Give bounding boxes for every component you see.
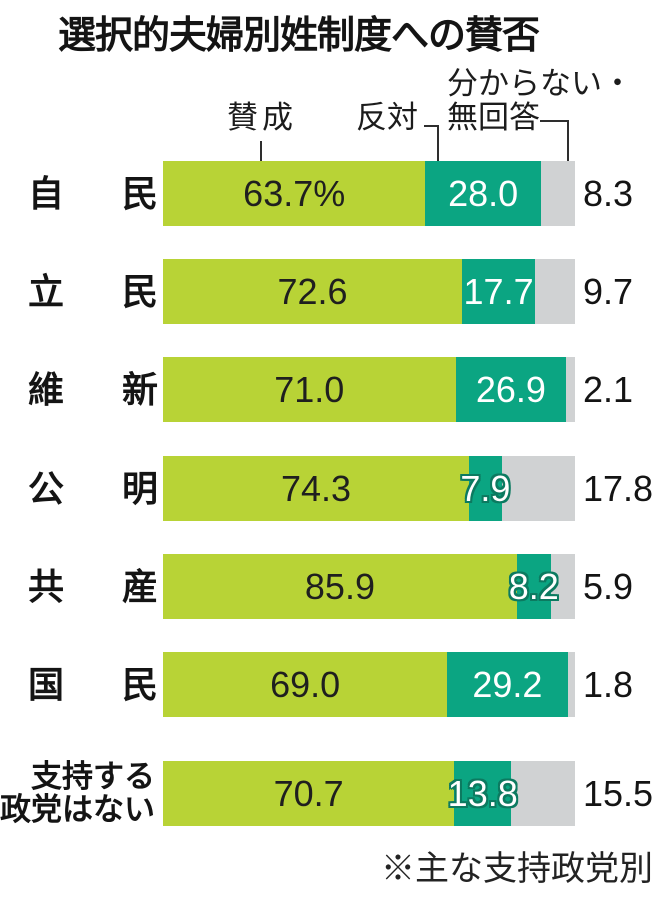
- outside-value-label: 15.5: [583, 772, 654, 814]
- category-label-char: 明: [121, 467, 158, 509]
- leader-line-unknown-vertical: [567, 120, 569, 161]
- category-label: 維新: [28, 357, 158, 422]
- category-label: 国民: [28, 652, 158, 717]
- category-label-char: 産: [121, 565, 158, 607]
- outside-value-label: 5.9: [583, 565, 634, 607]
- category-label: 公明: [28, 456, 158, 521]
- bar-segment-unknown: [535, 259, 575, 324]
- category-label-char: 国: [28, 663, 65, 705]
- outside-value-label: 1.8: [583, 663, 634, 705]
- bar-segment-unknown: [511, 761, 575, 826]
- bar-row: 85.9 8.2: [163, 554, 575, 619]
- segment-value-label: 26.9: [475, 368, 546, 410]
- bar-segment-unknown: [566, 357, 575, 422]
- bar-segment-agree: 63.7%: [163, 161, 426, 226]
- bar-segment-oppose: 17.7: [462, 259, 536, 324]
- bar-row: 74.3 7.9: [163, 456, 575, 521]
- legend-unknown-label-line2: 無回答: [447, 100, 540, 135]
- bar-row: 63.7% 28.0: [163, 161, 575, 226]
- bar-segment-agree: 74.3: [163, 456, 470, 521]
- bar-segment-oppose: 13.8: [448, 761, 518, 826]
- bar-segment-oppose: 28.0: [425, 161, 541, 226]
- bar-segment-unknown: [501, 456, 575, 521]
- bar-segment-agree: 71.0: [163, 357, 456, 422]
- category-label-char: 維: [28, 368, 65, 410]
- bar-segment-agree: 69.0: [163, 652, 448, 717]
- segment-value-label: 63.7%: [243, 172, 346, 214]
- leader-line-unknown-horizontal: [540, 120, 569, 122]
- category-label-char: 立: [28, 270, 65, 312]
- segment-value-label: 72.6: [277, 270, 348, 312]
- segment-value-label: 70.7: [273, 772, 344, 814]
- category-label-char: 自: [28, 172, 65, 214]
- segment-value-label: 13.8: [447, 772, 518, 814]
- segment-value-label: 7.9: [460, 467, 511, 509]
- category-label-char: 民: [121, 172, 158, 214]
- leader-line-agree: [260, 141, 262, 161]
- outside-value-label: 17.8: [583, 467, 654, 509]
- category-label: 立民: [28, 259, 158, 324]
- category-label-char: 民: [121, 663, 158, 705]
- bar-segment-oppose: 26.9: [455, 357, 567, 422]
- bar-row: 72.6 17.7: [163, 259, 575, 324]
- segment-value-label: 71.0: [274, 368, 345, 410]
- category-label-char: 民: [121, 270, 158, 312]
- bar-segment-oppose: 8.2: [509, 554, 559, 619]
- segment-value-label: 85.9: [304, 565, 375, 607]
- outside-value-label: 9.7: [583, 270, 634, 312]
- bar-segment-unknown: [540, 161, 575, 226]
- legend-agree-label: 賛成: [227, 100, 297, 135]
- footnote: ※主な支持政党別: [381, 850, 653, 888]
- category-label-line: 政党はない: [0, 791, 155, 827]
- outside-value-label: 2.1: [583, 368, 634, 410]
- category-label: 支持する 政党はない: [0, 761, 155, 826]
- bar-segment-agree: 85.9: [163, 554, 517, 619]
- outside-value-label: 8.3: [583, 172, 634, 214]
- chart-title: 選択的夫婦別姓制度への賛否: [58, 15, 540, 57]
- bar-row: 69.0 29.2: [163, 652, 575, 717]
- bar-row: 71.0 26.9: [163, 357, 575, 422]
- segment-value-label: 29.2: [472, 663, 543, 705]
- bar-segment-unknown: [567, 652, 575, 717]
- leader-line-oppose-vertical: [437, 125, 439, 161]
- legend-unknown-label-line1: 分からない・: [447, 66, 633, 101]
- category-label-line: 支持する: [31, 759, 155, 795]
- legend-oppose-label: 反対: [356, 100, 418, 135]
- segment-value-label: 74.3: [281, 467, 352, 509]
- category-label-char: 共: [28, 565, 65, 607]
- segment-value-label: 17.7: [463, 270, 534, 312]
- category-label: 共産: [28, 554, 158, 619]
- bar-row: 70.7 13.8: [163, 761, 575, 826]
- category-label: 自民: [28, 161, 158, 226]
- segment-value-label: 28.0: [448, 172, 519, 214]
- bar-segment-agree: 70.7: [163, 761, 455, 826]
- bar-segment-unknown: [550, 554, 575, 619]
- category-label-char: 公: [28, 467, 65, 509]
- segment-value-label: 69.0: [270, 663, 341, 705]
- bar-segment-agree: 72.6: [163, 259, 463, 324]
- leader-line-oppose-horizontal: [424, 125, 439, 127]
- bar-segment-oppose: 7.9: [460, 456, 510, 521]
- segment-value-label: 8.2: [508, 565, 559, 607]
- category-label-char: 新: [121, 368, 158, 410]
- bar-segment-oppose: 29.2: [447, 652, 568, 717]
